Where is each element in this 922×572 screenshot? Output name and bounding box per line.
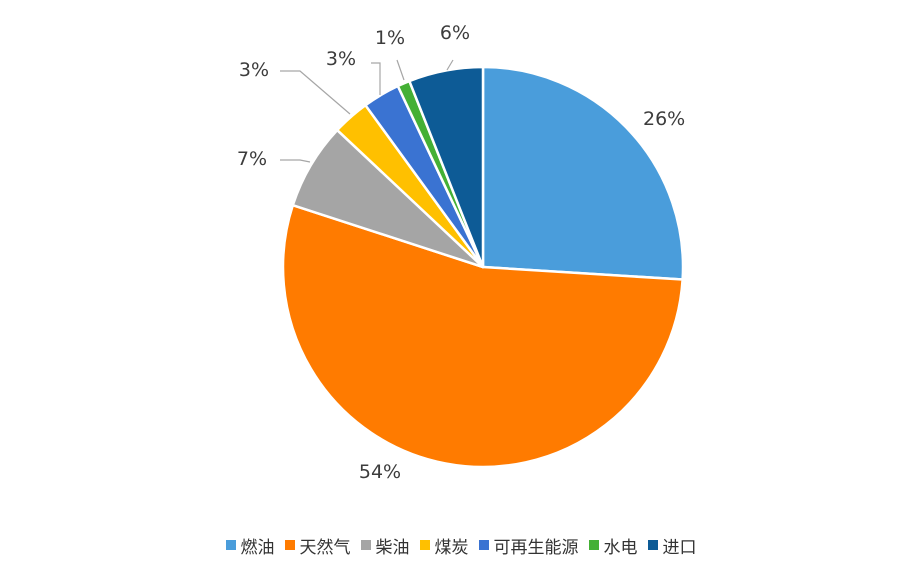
data-label-1: 26% bbox=[643, 108, 685, 130]
leader-line-3 bbox=[280, 159, 311, 163]
data-label-3: 7% bbox=[237, 148, 267, 170]
legend-label: 柴油 bbox=[375, 537, 410, 558]
legend-label: 煤炭 bbox=[434, 537, 469, 558]
legend-item-6: 水电 bbox=[588, 533, 638, 558]
data-labels: 26% 54% 7% 3% 3% 1% 6% bbox=[237, 22, 685, 483]
data-label-7: 6% bbox=[440, 22, 470, 44]
legend-swatch bbox=[647, 540, 658, 550]
leader-line-6 bbox=[396, 59, 405, 81]
legend-label: 天然气 bbox=[299, 537, 351, 558]
leader-line-5 bbox=[371, 62, 381, 95]
legend-label: 可再生能源 bbox=[493, 537, 579, 558]
legend-item-7: 进口 bbox=[647, 533, 697, 558]
pie-slice-1 bbox=[481, 65, 685, 281]
legend: 燃油 天然气 柴油 煤炭 可再生能源 水电 进口 bbox=[0, 530, 922, 560]
data-label-5: 3% bbox=[326, 48, 356, 70]
legend-swatch bbox=[588, 540, 599, 550]
leader-line-4 bbox=[280, 70, 351, 115]
legend-swatch bbox=[360, 540, 371, 550]
legend-item-3: 柴油 bbox=[360, 533, 410, 558]
pie-chart: 26% 54% 7% 3% 3% 1% 6% bbox=[237, 22, 685, 483]
pie-slices bbox=[281, 65, 685, 469]
legend-swatch bbox=[225, 540, 236, 550]
data-label-4: 3% bbox=[239, 59, 269, 81]
legend-item-4: 煤炭 bbox=[419, 533, 469, 558]
legend-label: 水电 bbox=[603, 537, 638, 558]
legend-item-5: 可再生能源 bbox=[478, 533, 579, 558]
leader-line-7 bbox=[446, 59, 454, 71]
legend-label: 进口 bbox=[662, 537, 697, 558]
pie-slice-2 bbox=[281, 203, 684, 469]
data-label-6: 1% bbox=[375, 27, 405, 49]
pie-slice-7 bbox=[408, 65, 485, 269]
legend-item-1: 燃油 bbox=[225, 533, 275, 558]
legend-swatch bbox=[478, 540, 489, 550]
legend-swatch bbox=[419, 540, 430, 550]
legend-label: 燃油 bbox=[240, 537, 275, 558]
leader-lines bbox=[280, 59, 454, 163]
data-label-2: 54% bbox=[359, 461, 401, 483]
legend-swatch bbox=[284, 540, 295, 550]
legend-item-2: 天然气 bbox=[284, 533, 351, 558]
